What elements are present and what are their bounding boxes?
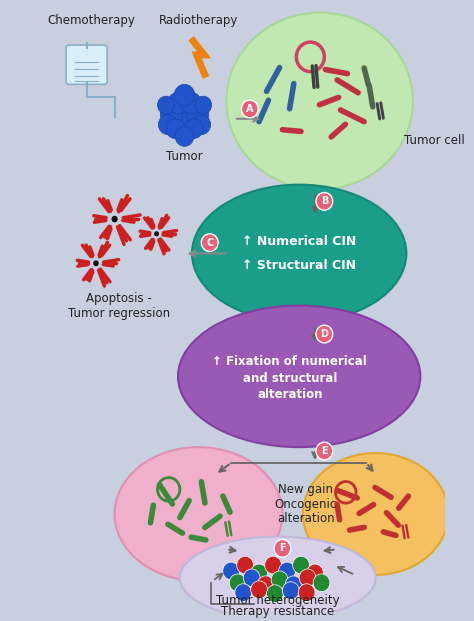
Circle shape: [175, 127, 194, 147]
Circle shape: [307, 564, 323, 582]
Circle shape: [279, 562, 295, 580]
Text: C: C: [206, 238, 213, 248]
Text: Apoptosis -
Tumor regression: Apoptosis - Tumor regression: [68, 292, 170, 320]
Circle shape: [229, 574, 246, 592]
Text: F: F: [279, 543, 286, 553]
Text: and structural: and structural: [243, 372, 337, 385]
FancyBboxPatch shape: [66, 45, 107, 84]
Ellipse shape: [303, 453, 448, 575]
Text: Tumor: Tumor: [166, 150, 203, 163]
Text: alteration: alteration: [257, 388, 323, 401]
Circle shape: [316, 325, 333, 343]
Circle shape: [241, 100, 258, 118]
Circle shape: [243, 569, 260, 587]
Text: Tumor cell: Tumor cell: [403, 134, 465, 147]
Circle shape: [174, 84, 195, 106]
Circle shape: [160, 102, 182, 125]
Circle shape: [166, 119, 184, 138]
Circle shape: [237, 556, 254, 574]
Circle shape: [93, 260, 99, 266]
Text: B: B: [320, 196, 328, 206]
Circle shape: [251, 581, 267, 599]
Ellipse shape: [227, 12, 413, 189]
Text: ↑ Fixation of numerical: ↑ Fixation of numerical: [212, 355, 367, 368]
Ellipse shape: [180, 537, 375, 619]
Circle shape: [316, 442, 333, 460]
Circle shape: [168, 93, 188, 114]
Circle shape: [313, 574, 330, 592]
Ellipse shape: [115, 447, 283, 581]
Circle shape: [292, 556, 310, 574]
Circle shape: [316, 193, 333, 210]
Circle shape: [181, 93, 201, 114]
Circle shape: [257, 576, 274, 594]
Circle shape: [285, 576, 302, 594]
Ellipse shape: [178, 306, 420, 447]
Circle shape: [283, 582, 299, 599]
Text: ↑ Numerical CIN: ↑ Numerical CIN: [242, 235, 356, 248]
Text: alteration: alteration: [277, 512, 335, 525]
Circle shape: [274, 540, 291, 557]
Circle shape: [192, 115, 210, 135]
Circle shape: [173, 106, 197, 132]
Circle shape: [201, 233, 218, 252]
Circle shape: [154, 231, 159, 237]
Text: E: E: [321, 446, 328, 456]
Circle shape: [271, 571, 288, 589]
Ellipse shape: [192, 184, 406, 322]
Circle shape: [235, 584, 252, 602]
Text: Chemotherapy: Chemotherapy: [47, 14, 135, 27]
Text: D: D: [320, 329, 328, 339]
Text: A: A: [246, 104, 254, 114]
Circle shape: [186, 102, 209, 125]
Circle shape: [184, 119, 203, 138]
Circle shape: [157, 96, 174, 114]
Circle shape: [195, 96, 211, 114]
Circle shape: [264, 556, 282, 574]
Circle shape: [251, 564, 267, 582]
Text: Tumor heterogeneity: Tumor heterogeneity: [216, 594, 339, 607]
Text: Therapy resistance: Therapy resistance: [221, 605, 334, 618]
Text: Oncogenic: Oncogenic: [274, 497, 337, 510]
Circle shape: [158, 115, 177, 135]
Text: ↑ Structural CIN: ↑ Structural CIN: [242, 259, 356, 272]
Text: Radiotherapy: Radiotherapy: [159, 14, 238, 27]
Circle shape: [223, 562, 239, 580]
Circle shape: [266, 585, 283, 602]
Circle shape: [299, 569, 316, 587]
Text: New gain: New gain: [278, 483, 333, 496]
Circle shape: [298, 584, 315, 602]
Circle shape: [111, 215, 118, 222]
